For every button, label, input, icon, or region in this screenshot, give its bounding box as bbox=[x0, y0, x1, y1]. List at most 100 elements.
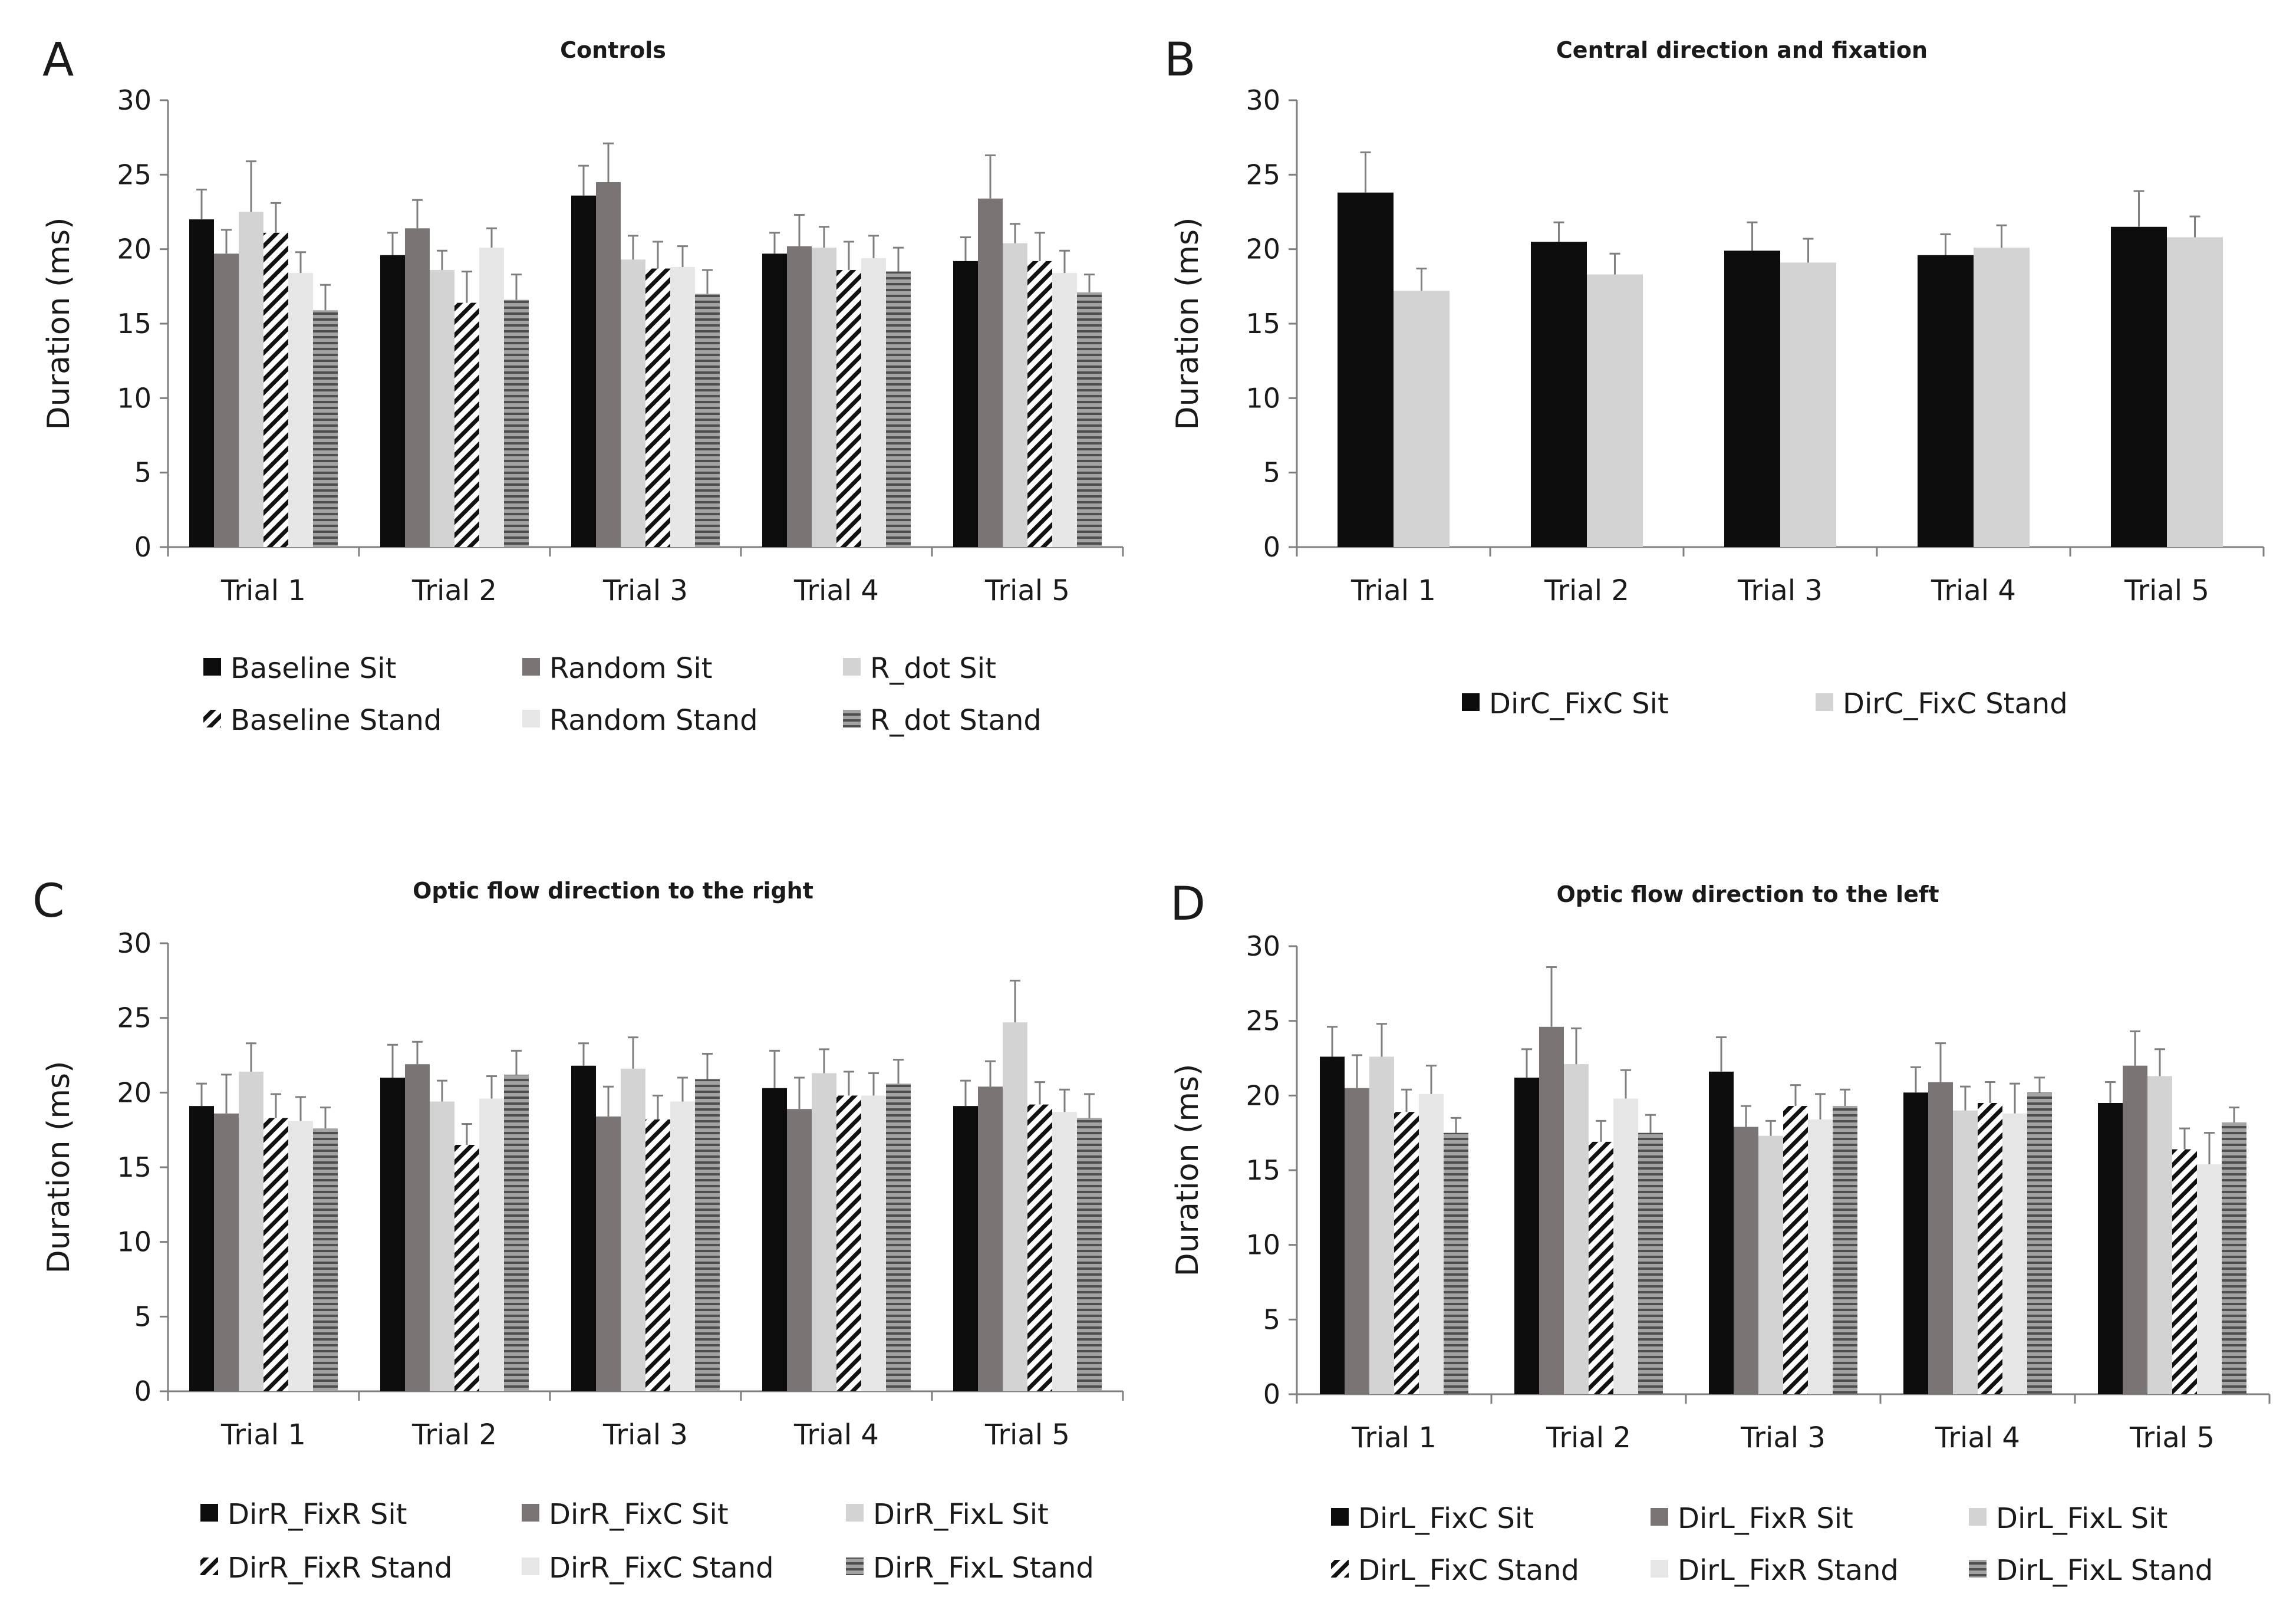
bar-dirc-fixc-sit-trial-4 bbox=[1918, 255, 1974, 547]
bar-dirc-fixc-stand-trial-4 bbox=[1974, 248, 2030, 547]
x-tick-label: Trial 4 bbox=[793, 574, 879, 607]
legend-swatch-dirr-fixl-stand bbox=[846, 1558, 864, 1575]
legend: Baseline Sit Random Sit R_dot Sit Baseline … bbox=[203, 652, 1042, 737]
bar-dirl-fixc-sit-trial-1 bbox=[1320, 1056, 1345, 1394]
bar-dirl-fixr-stand-trial-5 bbox=[2197, 1164, 2222, 1394]
legend-label-dirr-fixr-sit: DirR_FixR Sit bbox=[228, 1498, 407, 1531]
bar-dirl-fixc-stand-trial-4 bbox=[1978, 1103, 2002, 1394]
y-tick-label: 10 bbox=[1246, 1229, 1280, 1261]
legend-label-dirl-fixr-stand: DirL_FixR Stand bbox=[1678, 1554, 1899, 1587]
bar-dirl-fixr-sit-trial-4 bbox=[1928, 1082, 1953, 1394]
y-tick-label: 20 bbox=[1246, 1079, 1280, 1111]
legend-swatch-dirc-fixc-stand bbox=[1816, 693, 1833, 711]
bar-dirl-fixl-sit-trial-5 bbox=[2147, 1076, 2172, 1394]
bar-random-sit-trial-4 bbox=[787, 246, 812, 547]
bar-dirc-fixc-stand-trial-2 bbox=[1587, 274, 1643, 547]
bar-dirl-fixl-sit-trial-2 bbox=[1564, 1064, 1589, 1394]
y-tick-label: 20 bbox=[117, 233, 151, 265]
bar-dirr-fixc-stand-trial-5 bbox=[1052, 1112, 1077, 1391]
y-tick-label: 30 bbox=[117, 84, 151, 116]
bar-dirr-fixl-stand-trial-5 bbox=[1077, 1118, 1102, 1391]
x-tick-label: Trial 1 bbox=[1350, 574, 1436, 607]
y-tick-label: 15 bbox=[117, 308, 151, 340]
bar-random-stand-trial-4 bbox=[861, 258, 886, 547]
bar-random-stand-trial-3 bbox=[670, 266, 695, 547]
y-tick-label: 20 bbox=[1246, 233, 1280, 265]
legend-swatch-dirl-fixc-stand bbox=[1331, 1560, 1349, 1578]
x-tick-label: Trial 5 bbox=[984, 574, 1070, 607]
y-tick-label: 20 bbox=[117, 1076, 151, 1108]
bar-dirr-fixr-sit-trial-5 bbox=[953, 1106, 978, 1391]
bar-dirr-fixr-sit-trial-2 bbox=[380, 1078, 405, 1391]
bar-dirl-fixr-sit-trial-1 bbox=[1345, 1088, 1369, 1394]
legend-label-dirl-fixl-stand: DirL_FixL Stand bbox=[1996, 1554, 2213, 1587]
bar-dirr-fixc-stand-trial-3 bbox=[670, 1101, 695, 1391]
bar-dirr-fixr-sit-trial-1 bbox=[189, 1106, 214, 1391]
bar-dirl-fixl-sit-trial-1 bbox=[1369, 1056, 1394, 1394]
legend-label-baseline-sit: Baseline Sit bbox=[230, 652, 396, 685]
bar-dirl-fixl-stand-trial-5 bbox=[2222, 1122, 2246, 1394]
legend-swatch-baseline-sit bbox=[203, 658, 221, 676]
panel-letter: D bbox=[1170, 878, 1205, 931]
panel-letter: C bbox=[32, 875, 64, 928]
bar-dirl-fixr-stand-trial-2 bbox=[1613, 1098, 1638, 1394]
legend: DirL_FixC Sit DirL_FixR Sit DirL_FixL Sit D… bbox=[1331, 1502, 2213, 1587]
x-tick-label: Trial 5 bbox=[984, 1418, 1070, 1451]
bar-dirl-fixl-stand-trial-2 bbox=[1638, 1132, 1663, 1394]
legend-label-dirr-fixc-sit: DirR_FixC Sit bbox=[549, 1498, 729, 1531]
bar-baseline-stand-trial-1 bbox=[263, 232, 288, 548]
bar-dirc-fixc-stand-trial-1 bbox=[1394, 291, 1450, 547]
y-axis-title: Duration (ms) bbox=[41, 218, 77, 430]
legend-swatch-r-dot-stand bbox=[843, 710, 861, 727]
y-tick-label: 0 bbox=[134, 531, 151, 563]
bar-r-dot-stand-trial-5 bbox=[1077, 292, 1102, 547]
bar-dirl-fixc-sit-trial-4 bbox=[1903, 1092, 1928, 1394]
legend-label-r-dot-sit: R_dot Sit bbox=[870, 652, 996, 685]
legend-label-r-dot-stand: R_dot Stand bbox=[870, 704, 1042, 737]
bar-dirl-fixc-stand-trial-1 bbox=[1394, 1112, 1419, 1394]
bar-random-sit-trial-1 bbox=[214, 253, 239, 547]
legend-swatch-baseline-stand bbox=[203, 710, 221, 727]
bar-r-dot-stand-trial-4 bbox=[886, 271, 911, 547]
bar-dirl-fixr-stand-trial-3 bbox=[1808, 1119, 1833, 1394]
legend-label-dirl-fixc-sit: DirL_FixC Sit bbox=[1358, 1502, 1534, 1535]
y-tick-label: 15 bbox=[117, 1151, 151, 1183]
legend-swatch-dirr-fixc-sit bbox=[522, 1504, 539, 1522]
bar-dirl-fixl-sit-trial-4 bbox=[1953, 1110, 1978, 1394]
bar-dirr-fixc-sit-trial-4 bbox=[787, 1109, 812, 1391]
legend-swatch-random-stand bbox=[522, 710, 540, 727]
bar-dirr-fixr-stand-trial-4 bbox=[836, 1095, 861, 1391]
x-tick-label: Trial 1 bbox=[220, 574, 306, 607]
bar-dirl-fixl-sit-trial-3 bbox=[1758, 1135, 1783, 1394]
x-tick-label: Trial 3 bbox=[1740, 1421, 1826, 1454]
chart-panel-b: B Central direction and fixation 0 5 10 15 20 2… bbox=[1164, 34, 2265, 720]
bar-baseline-sit-trial-2 bbox=[380, 255, 405, 547]
bar-dirl-fixl-stand-trial-3 bbox=[1833, 1106, 1857, 1394]
legend-label-dirr-fixl-sit: DirR_FixL Sit bbox=[873, 1498, 1049, 1531]
bar-random-sit-trial-5 bbox=[978, 198, 1003, 547]
legend-label-dirr-fixr-stand: DirR_FixR Stand bbox=[228, 1552, 452, 1585]
chart-panel-a: A Controls 0 5 10 15 20 25 30 Duration (ms) Trial … bbox=[41, 34, 1124, 737]
y-tick-label: 25 bbox=[117, 159, 151, 190]
bar-dirr-fixr-stand-trial-3 bbox=[645, 1119, 670, 1391]
y-tick-label: 25 bbox=[1246, 1005, 1280, 1037]
bar-baseline-stand-trial-4 bbox=[836, 270, 861, 547]
legend: DirR_FixR Sit DirR_FixC Sit DirR_FixL Sit D… bbox=[200, 1498, 1094, 1585]
x-tick-label: Trial 3 bbox=[602, 1418, 688, 1451]
y-tick-label: 5 bbox=[1263, 1303, 1280, 1335]
bar-baseline-sit-trial-1 bbox=[189, 219, 214, 548]
bar-random-stand-trial-1 bbox=[288, 273, 313, 547]
bar-dirr-fixc-stand-trial-4 bbox=[861, 1095, 886, 1391]
panel-letter: B bbox=[1164, 34, 1196, 87]
bar-dirl-fixc-sit-trial-3 bbox=[1709, 1071, 1734, 1394]
bar-dirr-fixl-stand-trial-3 bbox=[695, 1079, 720, 1391]
y-tick-label: 5 bbox=[134, 457, 151, 489]
chart-title: Controls bbox=[560, 37, 666, 63]
bar-dirr-fixr-stand-trial-2 bbox=[454, 1145, 479, 1391]
bar-dirl-fixr-stand-trial-4 bbox=[2002, 1113, 2027, 1394]
chart-title: Central direction and fixation bbox=[1556, 37, 1928, 63]
bar-dirr-fixc-sit-trial-3 bbox=[596, 1116, 621, 1391]
bar-dirr-fixl-sit-trial-2 bbox=[430, 1101, 454, 1391]
bar-dirl-fixc-stand-trial-3 bbox=[1783, 1106, 1808, 1394]
bar-dirr-fixc-sit-trial-5 bbox=[978, 1086, 1003, 1391]
